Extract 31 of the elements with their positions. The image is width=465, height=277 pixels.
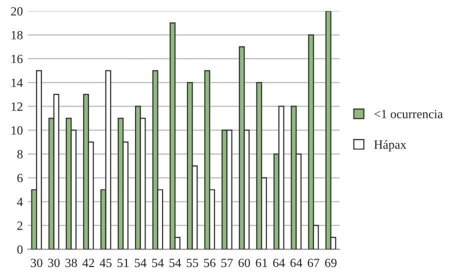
x-tick-label: 51 (118, 258, 129, 268)
x-tick-label: 69 (325, 258, 337, 268)
x-tick-label: 42 (82, 258, 94, 267)
y-tick-label: 12 (12, 102, 22, 111)
x-tick-label: 67 (308, 258, 320, 268)
x-tick-label: 54 (152, 258, 164, 268)
x-tick-label: 64 (290, 258, 302, 268)
y-tick-label: 0 (17, 245, 23, 254)
y-tick-label: 8 (17, 150, 23, 158)
x-tick-label: 64 (273, 258, 285, 268)
x-tick-label: 56 (204, 258, 216, 268)
x-tick-label: 30 (30, 258, 42, 268)
x-tick-label: 60 (238, 258, 250, 268)
x-tick-label: 38 (66, 258, 77, 268)
y-tick-label: 6 (17, 174, 23, 182)
legend-label: <1 ocurrencia (374, 110, 443, 118)
x-tick-label: 54 (134, 258, 146, 268)
y-tick-label: 2 (17, 222, 22, 230)
x-tick-label: 61 (256, 258, 268, 268)
x-tick-label: 57 (221, 258, 233, 268)
x-tick-label: 45 (100, 258, 112, 268)
y-tick-label: 10 (12, 126, 23, 135)
x-tick-label: 55 (186, 258, 198, 268)
y-tick-label: 14 (12, 78, 23, 87)
legend-label: Hápax (374, 140, 406, 152)
y-tick-label: 18 (12, 30, 23, 40)
y-tick-label: 20 (11, 7, 23, 16)
y-tick-label: 16 (12, 54, 23, 64)
x-tick-label: 30 (48, 258, 60, 268)
y-tick-label: 4 (17, 198, 23, 206)
x-tick-label: 54 (169, 258, 182, 268)
